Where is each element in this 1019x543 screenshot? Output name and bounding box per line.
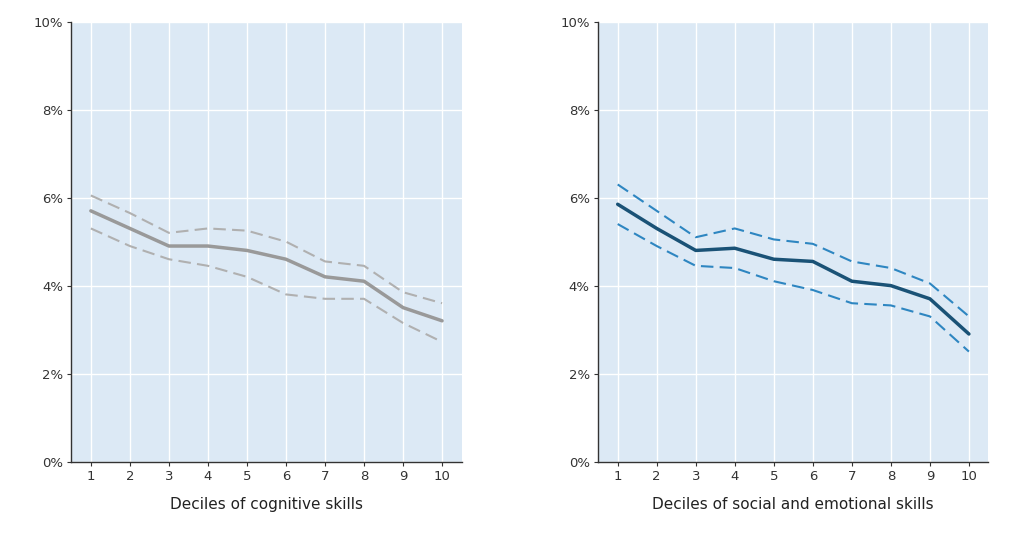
X-axis label: Deciles of cognitive skills: Deciles of cognitive skills <box>170 497 363 512</box>
X-axis label: Deciles of social and emotional skills: Deciles of social and emotional skills <box>652 497 934 512</box>
